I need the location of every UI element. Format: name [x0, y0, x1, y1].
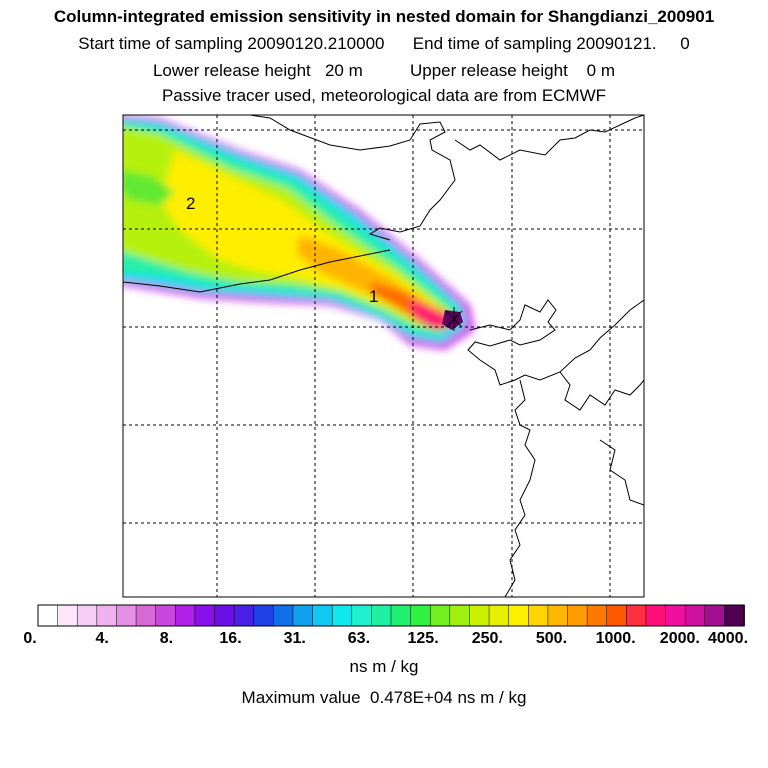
coastlines-borders	[123, 115, 644, 597]
map-label-1: 1	[369, 287, 378, 306]
tracer-info: Passive tracer used, meteorological data…	[161, 86, 607, 105]
map-frame	[122, 114, 645, 598]
colorbar-tick-label: 4.	[95, 630, 109, 647]
map-label-2: 2	[186, 194, 195, 213]
colorbar-tick-label: 8.	[159, 630, 174, 647]
colorbar-tick-label: 16.	[219, 630, 242, 647]
release-site-marker	[445, 307, 463, 331]
colorbar-tick-label: 0.	[23, 630, 37, 647]
colorbar-tick-label: 31.	[283, 630, 306, 647]
colorbar-tick-label: 4000.	[707, 630, 749, 647]
colorbar-tick-label: 125.	[407, 630, 439, 647]
emission-sensitivity-map: 2 1	[122, 114, 645, 598]
colorbar-tick-label: 2000.	[659, 630, 700, 647]
release-heights: Lower release height 20 m Upper release …	[152, 61, 616, 80]
sampling-times: Start time of sampling 20090120.210000 E…	[78, 34, 690, 53]
plume-field	[123, 115, 644, 597]
colorbar-units: ns m / kg	[349, 657, 419, 676]
colorbar-tick-label: 250.	[471, 630, 503, 647]
maximum-value: Maximum value 0.478E+04 ns m / kg	[241, 688, 527, 707]
chart-title: Column-integrated emission sensitivity i…	[53, 7, 715, 26]
colorbar-tick-label: 500.	[535, 630, 568, 647]
colorbar-tick-label: 1000.	[595, 630, 636, 647]
colorbar-tick-label: 63.	[347, 630, 371, 647]
